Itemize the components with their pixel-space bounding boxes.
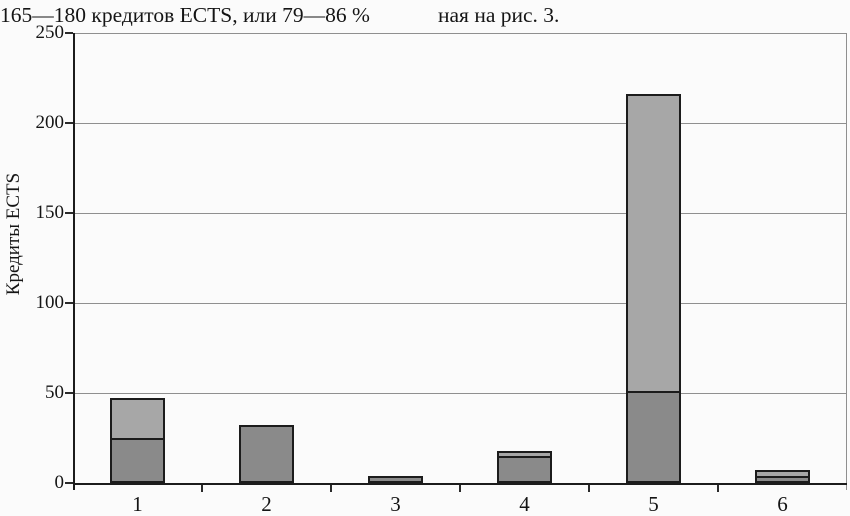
bar-category-3 bbox=[368, 475, 423, 483]
y-axis-label: 0 bbox=[54, 472, 65, 493]
y-axis-tick bbox=[65, 212, 73, 214]
bar-category-1 bbox=[110, 398, 165, 483]
y-axis-label: 150 bbox=[35, 202, 65, 223]
y-axis-label: 100 bbox=[35, 292, 65, 313]
plot-frame-right bbox=[846, 33, 847, 490]
header-text-left-column: 165—180 кредитов ECTS, или 79—86 % bbox=[0, 3, 370, 27]
x-axis-label: 5 bbox=[648, 492, 659, 516]
y-gridline bbox=[75, 303, 846, 304]
y-gridline bbox=[75, 393, 846, 394]
bar-category-2 bbox=[239, 425, 294, 483]
x-axis-tick bbox=[459, 485, 461, 492]
bar-segment-light bbox=[757, 472, 808, 478]
x-axis-label: 4 bbox=[519, 492, 530, 516]
y-axis-label: 250 bbox=[35, 22, 65, 43]
x-axis-tick bbox=[588, 485, 590, 492]
bar-category-6 bbox=[755, 470, 810, 483]
x-axis-label: 3 bbox=[390, 492, 401, 516]
y-axis-tick bbox=[65, 122, 73, 124]
plot-frame-top bbox=[73, 33, 847, 34]
y-axis-tick bbox=[65, 482, 73, 484]
x-axis-label: 1 bbox=[132, 492, 143, 516]
y-axis-tick bbox=[65, 32, 73, 34]
y-axis-label: 50 bbox=[45, 382, 64, 403]
bar-segment-light bbox=[112, 400, 163, 440]
x-axis-label: 2 bbox=[261, 492, 272, 516]
bar-segment-light bbox=[499, 452, 550, 458]
y-gridline bbox=[75, 123, 846, 124]
y-axis-tick bbox=[65, 302, 73, 304]
x-axis-line bbox=[73, 483, 847, 485]
x-axis-tick bbox=[201, 485, 203, 492]
bar-category-5 bbox=[626, 94, 681, 483]
y-axis-line bbox=[73, 33, 75, 490]
x-axis-tick bbox=[330, 485, 332, 492]
y-axis-label: 200 bbox=[35, 112, 65, 133]
x-axis-tick bbox=[717, 485, 719, 492]
y-gridline bbox=[75, 213, 846, 214]
x-axis-label: 6 bbox=[777, 492, 788, 516]
y-axis-title: Кредиты ECTS bbox=[3, 172, 24, 296]
y-axis-tick bbox=[65, 392, 73, 394]
header-text-right-column: ная на рис. 3. bbox=[438, 3, 560, 27]
bar-segment-light bbox=[628, 96, 679, 394]
bar-category-4 bbox=[497, 450, 552, 483]
